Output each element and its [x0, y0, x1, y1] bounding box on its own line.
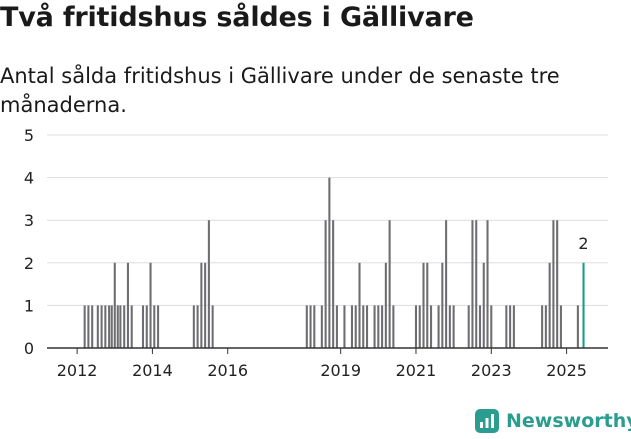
bar	[559, 305, 562, 348]
bar	[509, 305, 512, 348]
bar	[358, 262, 361, 348]
bar	[544, 305, 547, 348]
bar	[482, 262, 485, 348]
bar	[126, 262, 129, 348]
brand-name: Newsworthy	[506, 410, 631, 432]
bar	[196, 305, 199, 348]
bar	[113, 262, 116, 348]
bar	[204, 262, 207, 348]
bar	[475, 220, 478, 348]
bar	[141, 305, 145, 348]
bar	[373, 305, 376, 348]
bar	[452, 305, 455, 348]
bar	[377, 305, 380, 348]
data-label: 2	[578, 234, 588, 253]
bar	[91, 305, 94, 348]
bar	[505, 305, 508, 348]
bar	[110, 305, 113, 348]
bar	[471, 220, 474, 348]
bar	[478, 305, 482, 348]
bar-chart: 0 1 2 3 4 5 2 2012 2014 2016 2019 2021 2023 2025	[24, 126, 608, 380]
bar	[335, 305, 338, 348]
bar	[100, 305, 103, 348]
bar	[441, 262, 444, 348]
bar	[350, 305, 354, 348]
y-tick-label: 1	[24, 296, 34, 315]
bar	[384, 262, 387, 348]
bar	[200, 262, 203, 348]
x-tick-label: 2019	[320, 361, 361, 380]
x-tick-label: 2016	[207, 361, 248, 380]
bar	[418, 305, 421, 348]
bar	[437, 305, 440, 348]
x-tick-label: 2021	[396, 361, 437, 380]
y-tick-label: 3	[24, 211, 34, 230]
bar	[362, 305, 365, 348]
bar	[207, 220, 210, 348]
bar	[576, 305, 579, 348]
y-tick-label: 0	[24, 339, 34, 358]
bar	[157, 305, 160, 348]
bar	[328, 177, 331, 348]
bar	[448, 305, 451, 348]
x-tick-label: 2014	[132, 361, 173, 380]
chart-title: Två fritidshus såldes i Gällivare	[0, 2, 474, 33]
y-tick-label: 4	[24, 169, 34, 188]
bar	[211, 305, 214, 348]
bar	[552, 220, 555, 348]
chart-subtitle: Antal sålda fritidshus i Gällivare under…	[0, 64, 560, 117]
bar	[486, 220, 489, 348]
bar	[381, 305, 384, 348]
bar	[541, 305, 544, 348]
bar	[343, 305, 346, 348]
bar	[305, 305, 308, 348]
bar	[430, 305, 433, 348]
bar	[422, 262, 425, 348]
bar	[119, 305, 122, 348]
bar	[445, 220, 448, 348]
bar	[426, 262, 429, 348]
bar	[192, 305, 195, 348]
x-tick-label: 2012	[57, 361, 98, 380]
bar	[388, 220, 391, 348]
bar	[320, 305, 323, 348]
bar	[96, 305, 99, 348]
bar	[332, 220, 335, 348]
bar	[366, 305, 369, 348]
bar	[309, 305, 312, 348]
bar	[392, 305, 395, 348]
bar	[123, 305, 126, 348]
bar	[153, 305, 156, 348]
bar	[145, 305, 148, 348]
bar	[130, 305, 133, 348]
bar	[87, 305, 90, 348]
bar	[414, 305, 418, 348]
x-tick-label: 2025	[546, 361, 587, 380]
bar	[582, 262, 585, 348]
bar	[324, 220, 327, 348]
bar	[104, 305, 107, 348]
newsworthy-logo-icon	[475, 409, 499, 433]
y-tick-label: 5	[24, 126, 34, 145]
bar	[490, 305, 493, 348]
bar	[116, 305, 119, 348]
bar	[108, 305, 111, 348]
bar	[467, 305, 470, 348]
brand-logo: Newsworthy	[474, 406, 631, 436]
x-tick-label: 2023	[471, 361, 512, 380]
y-tick-label: 2	[24, 254, 34, 273]
bar	[83, 305, 86, 348]
bar	[354, 305, 357, 348]
bar	[512, 305, 515, 348]
bar	[548, 262, 551, 348]
bar	[149, 262, 152, 348]
bar	[313, 305, 316, 348]
bar	[556, 220, 559, 348]
